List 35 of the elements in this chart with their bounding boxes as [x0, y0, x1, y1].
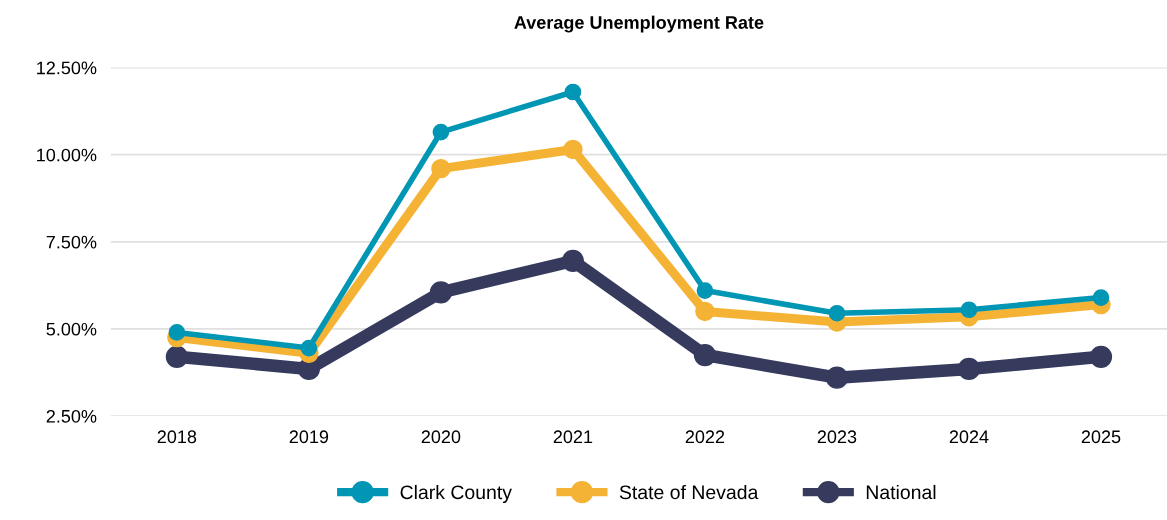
y-tick-label: 5.00%	[46, 322, 97, 336]
point	[828, 304, 846, 322]
legend-label: National	[866, 484, 936, 500]
point	[168, 324, 186, 341]
point	[957, 357, 981, 381]
point	[429, 281, 453, 304]
y-tick-label: 2.50%	[46, 409, 97, 423]
point	[563, 139, 583, 160]
point	[825, 366, 849, 389]
y-tick-label: 10.00%	[37, 148, 97, 162]
y-tick-label: 12.50%	[37, 61, 97, 75]
x-tick-label: 2025	[1081, 430, 1121, 444]
point	[960, 301, 978, 319]
point	[1092, 289, 1110, 306]
x-tick-label: 2022	[685, 430, 725, 444]
point	[693, 343, 717, 367]
x-tick-label: 2018	[157, 430, 197, 444]
legend-label: Clark County	[400, 484, 512, 504]
point	[165, 345, 188, 368]
x-tick-label: 2019	[289, 430, 329, 444]
legend-label: State of Nevada	[619, 484, 759, 500]
point	[1089, 345, 1113, 368]
y-tick-label: 7.50%	[46, 235, 97, 249]
point	[300, 339, 318, 357]
x-tick-label: 2024	[949, 430, 989, 444]
x-tick-label: 2023	[817, 430, 857, 444]
point	[695, 301, 715, 322]
chart-title: Average Unemployment Rate	[514, 15, 764, 33]
point	[696, 282, 714, 299]
x-tick-label: 2021	[553, 430, 593, 444]
point	[431, 158, 451, 179]
point	[564, 83, 582, 101]
point	[561, 249, 585, 273]
x-tick-label: 2020	[421, 430, 461, 444]
point	[432, 123, 450, 141]
